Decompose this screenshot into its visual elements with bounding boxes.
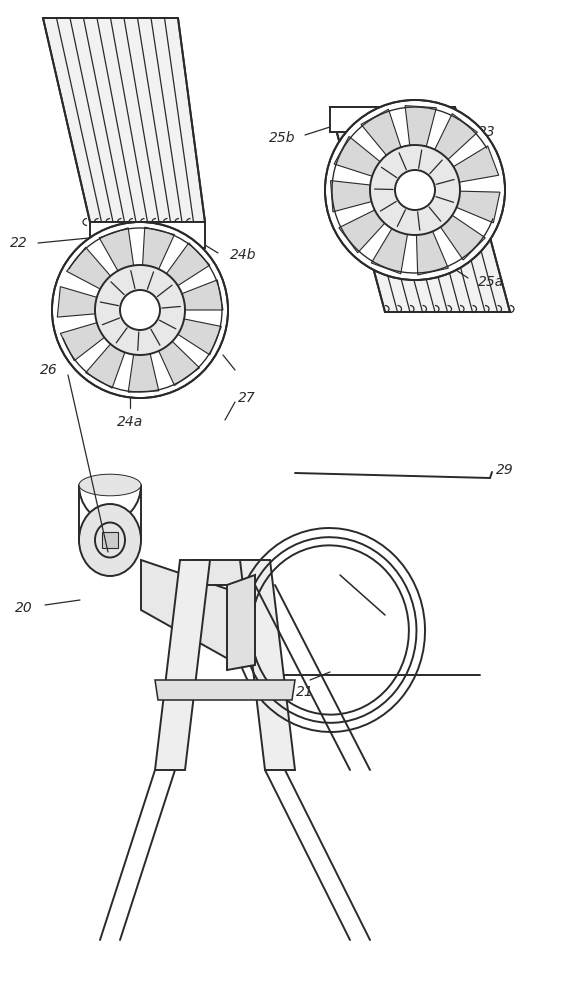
Polygon shape [60,323,104,361]
Text: 20: 20 [15,601,33,615]
Circle shape [52,222,228,398]
Text: 27: 27 [238,391,256,405]
Polygon shape [182,280,223,310]
Text: 22: 22 [10,236,28,250]
Polygon shape [454,146,499,182]
Polygon shape [330,107,510,312]
Polygon shape [58,287,97,317]
Polygon shape [142,227,174,269]
Polygon shape [67,247,111,289]
Polygon shape [90,222,205,248]
Polygon shape [158,341,199,385]
Circle shape [120,290,160,330]
Polygon shape [99,228,133,271]
Polygon shape [86,344,125,388]
Text: 25a: 25a [478,275,504,289]
Polygon shape [128,354,159,392]
Text: 23: 23 [478,125,496,139]
Text: 24b: 24b [230,248,256,262]
Ellipse shape [79,474,141,496]
Text: 24a: 24a [117,415,143,429]
Polygon shape [371,229,408,274]
Text: 29: 29 [496,463,514,477]
Polygon shape [166,243,210,286]
Polygon shape [240,560,295,770]
Polygon shape [180,560,270,585]
Polygon shape [435,114,478,159]
Polygon shape [339,210,385,253]
Polygon shape [141,560,230,660]
Polygon shape [334,136,380,176]
Circle shape [95,265,185,355]
Polygon shape [178,319,221,355]
Polygon shape [405,106,437,146]
Polygon shape [361,109,401,155]
Ellipse shape [79,504,141,576]
Polygon shape [155,560,210,770]
Circle shape [395,170,435,210]
Polygon shape [43,18,205,222]
Text: 26: 26 [40,363,58,377]
Polygon shape [102,532,118,548]
Polygon shape [330,107,455,132]
Polygon shape [331,181,372,212]
Circle shape [325,100,505,280]
Polygon shape [227,575,255,670]
Text: 25b: 25b [268,131,295,145]
Polygon shape [457,191,500,223]
Polygon shape [441,215,485,260]
Circle shape [370,145,460,235]
Text: 21: 21 [296,685,314,699]
Polygon shape [155,680,295,700]
Text: 28: 28 [200,343,218,357]
Polygon shape [417,231,449,275]
